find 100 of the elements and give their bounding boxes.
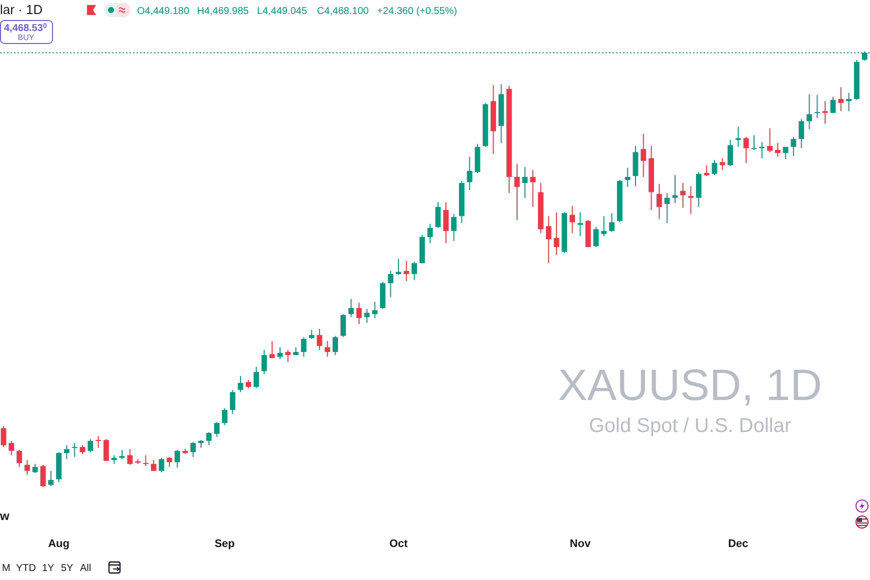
candlestick	[806, 94, 812, 130]
candlestick	[32, 463, 38, 474]
candlestick	[554, 212, 560, 256]
x-tick-label: Oct	[389, 538, 408, 550]
candlestick	[593, 226, 599, 248]
candlestick	[127, 448, 133, 466]
candlestick	[238, 375, 244, 393]
text: w	[0, 509, 10, 523]
text: M	[2, 563, 10, 574]
candlestick	[846, 92, 852, 112]
candlestick	[24, 460, 30, 476]
candlestick	[522, 166, 528, 198]
candlestick	[672, 174, 678, 204]
candlestick	[640, 133, 646, 178]
candlestick	[72, 442, 78, 458]
candlestick	[704, 164, 710, 177]
candlestick	[601, 216, 607, 237]
text: C4,468.100	[317, 6, 370, 17]
text: BUY	[18, 33, 35, 42]
candlestick	[222, 408, 228, 426]
candlestick	[412, 261, 417, 281]
candlestick	[64, 444, 70, 460]
candlestick	[712, 159, 718, 176]
candlestick	[388, 270, 394, 298]
candlestick	[332, 335, 338, 356]
candlestick	[356, 302, 362, 325]
candlestick	[285, 349, 291, 363]
candlestick	[775, 142, 780, 158]
candlestick	[443, 202, 449, 244]
candlestick	[262, 349, 267, 375]
text: +24.360 (+0.55%)	[377, 6, 458, 17]
candlestick	[720, 158, 726, 170]
candlestick	[782, 146, 788, 160]
candlestick	[364, 308, 370, 324]
candlestick	[166, 456, 172, 468]
text: All	[80, 563, 92, 574]
candlestick	[435, 202, 441, 228]
candlestick	[664, 192, 670, 224]
candlestick	[814, 94, 820, 119]
candlestick	[269, 340, 275, 359]
candlestick	[624, 167, 630, 188]
x-tick-label: Sep	[214, 538, 236, 550]
candlestick	[632, 146, 638, 187]
candlestick	[830, 96, 836, 114]
candlestick	[48, 470, 54, 487]
candlestick	[150, 460, 156, 472]
candlestick	[578, 212, 583, 237]
candlestick	[308, 329, 314, 340]
text: YTD	[16, 563, 36, 574]
x-tick-label: Nov	[570, 538, 592, 550]
candlestick	[104, 438, 109, 462]
candlestick	[609, 212, 614, 232]
candlestick	[451, 213, 456, 242]
candlestick	[190, 442, 196, 458]
candlestick	[404, 260, 410, 282]
text: L4,449.045	[257, 6, 308, 17]
candlestick	[530, 169, 536, 208]
candlestick	[688, 186, 694, 214]
candlestick	[751, 134, 757, 150]
candlestick	[340, 314, 346, 338]
candlestick	[143, 454, 148, 467]
candlestick	[88, 438, 94, 453]
text: H4,469.985	[197, 6, 250, 17]
candlestick	[348, 298, 354, 318]
x-tick-label: Dec	[728, 538, 748, 550]
candlestick	[790, 136, 796, 157]
candlestick	[16, 449, 22, 468]
candlestick	[254, 366, 259, 389]
candlestick	[838, 86, 844, 112]
candlestick	[822, 100, 828, 124]
candlestick	[277, 346, 283, 360]
candlestick	[0, 426, 6, 448]
candlestick	[214, 422, 220, 438]
text: 5Y	[61, 563, 74, 574]
candlestick	[570, 206, 575, 234]
candlestick	[696, 172, 702, 208]
candlestick	[174, 449, 180, 468]
candlestick	[372, 301, 378, 319]
candlestick	[40, 464, 46, 488]
candlestick	[466, 156, 472, 190]
text: lar · 1D	[0, 2, 43, 17]
candlestick	[301, 336, 306, 358]
candlestick	[514, 163, 520, 221]
candlestick	[546, 216, 552, 264]
candlestick	[736, 126, 741, 148]
candlestick	[680, 182, 686, 208]
text: 1Y	[42, 563, 55, 574]
candlestick	[158, 457, 164, 473]
candlestick	[728, 139, 733, 167]
text: XAUUSD, 1D	[558, 361, 822, 410]
candlestick	[767, 128, 772, 153]
candlestick	[656, 183, 662, 220]
x-tick-label: Aug	[48, 538, 70, 550]
text: 4,468.53$^{0}$	[4, 22, 47, 34]
candlestick	[230, 389, 236, 414]
candlestick	[206, 432, 212, 446]
candlestick	[8, 440, 14, 456]
candlestick	[427, 223, 433, 244]
candlestick	[316, 328, 322, 350]
candlestick	[798, 118, 804, 149]
